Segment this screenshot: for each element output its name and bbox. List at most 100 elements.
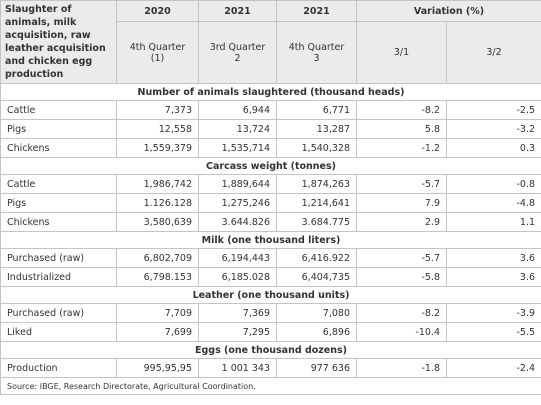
cell-value: 7,080: [276, 303, 357, 323]
cell-value: -2.5: [445, 100, 541, 120]
section-row: Leather (one thousand units): [0, 286, 541, 304]
cell-value: -2.4: [445, 358, 541, 378]
cell-value: -0.8: [445, 174, 541, 194]
cell-value: 3.6: [445, 267, 541, 287]
cell-value: -5.7: [356, 248, 447, 268]
cell-value: 3.6: [445, 248, 541, 268]
data-row: Chickens 3,580,639 3.644.826 3.684.775 2.9 1.…: [0, 212, 541, 232]
row-label: Cattle: [0, 174, 117, 194]
cell-value: -8.2: [356, 303, 447, 323]
cell-value: 3,580,639: [116, 212, 199, 232]
section-title: Eggs (one thousand dozens): [0, 341, 541, 359]
cell-value: 1,214,641: [276, 193, 357, 213]
cell-value: 6,416.922: [276, 248, 357, 268]
row-label: Industrialized: [0, 267, 117, 287]
row-label: Cattle: [0, 100, 117, 120]
row-label: Purchased (raw): [0, 248, 117, 268]
header-line: (1): [150, 52, 165, 64]
variation-header: Variation (%): [355, 0, 541, 23]
period-header: 4th Quarter 3: [276, 21, 357, 84]
cell-value: 6,404,735: [276, 267, 357, 287]
header-row: 4th Quarter (1) 3rd Quarter 2 4th Quarter 3 3/…: [1, 21, 541, 84]
cell-value: 5.8: [356, 119, 447, 139]
row-label: Production: [0, 358, 117, 378]
cell-value: 1,535,714: [198, 138, 277, 158]
data-row: Pigs 12,558 13,724 13,287 5.8 -3.2: [0, 119, 541, 139]
row-label: Chickens: [0, 138, 117, 158]
cell-value: 1,275,246: [198, 193, 277, 213]
header-title: Slaughter of animals, milk acquisition, …: [0, 0, 117, 84]
cell-value: -3.9: [445, 303, 541, 323]
cell-value: 1,986,742: [116, 174, 199, 194]
cell-value: 3.684.775: [276, 212, 357, 232]
row-label: Pigs: [0, 193, 117, 213]
section-row: Carcass weight (tonnes): [0, 157, 541, 175]
header-row: Slaughter of animals, milk acquisition, …: [0, 0, 541, 84]
row-label: Purchased (raw): [0, 303, 117, 323]
cell-value: -1.2: [356, 138, 447, 158]
cell-value: -5.5: [445, 322, 541, 342]
cell-value: 1.126.128: [116, 193, 199, 213]
cell-value: -1.8: [356, 358, 447, 378]
section-title: Number of animals slaughtered (thousand …: [0, 83, 541, 101]
section-title: Carcass weight (tonnes): [0, 157, 541, 175]
cell-value: -5.8: [356, 267, 447, 287]
header-line: 4th Quarter: [129, 41, 186, 53]
cell-value: 1,540,328: [276, 138, 357, 158]
cell-value: 0.3: [445, 138, 541, 158]
data-row: Cattle 1,986,742 1,889,644 1,874,263 -5.7 -0.…: [0, 174, 541, 194]
data-row: Chickens 1,559,379 1,535,714 1,540,328 -1.2 0…: [0, 138, 541, 158]
data-row: Industrialized 6,798.153 6,185.028 6,404,73…: [0, 267, 541, 287]
cell-value: 6,896: [276, 322, 357, 342]
year-header: 2020: [116, 0, 199, 23]
cell-value: 7,709: [116, 303, 199, 323]
row-label: Liked: [0, 322, 117, 342]
header-line: 4th Quarter: [288, 41, 345, 53]
year-header: 2021: [276, 0, 357, 23]
cell-value: 977 636: [276, 358, 357, 378]
year-header: 2021: [198, 0, 277, 23]
period-header: 4th Quarter (1): [116, 21, 199, 84]
cell-value: 6,944: [198, 100, 277, 120]
cell-value: 1.1: [445, 212, 541, 232]
cell-value: 12,558: [116, 119, 199, 139]
cell-value: 7,699: [116, 322, 199, 342]
cell-value: 2.9: [356, 212, 447, 232]
cell-value: 7,373: [116, 100, 199, 120]
cell-value: 6,194,443: [198, 248, 277, 268]
cell-value: 1 001 343: [198, 358, 277, 378]
data-table: Slaughter of animals, milk acquisition, …: [0, 0, 541, 395]
section-row: Milk (one thousand liters): [0, 231, 541, 249]
row-label: Pigs: [0, 119, 117, 139]
data-row: Liked 7,699 7,295 6,896 -10.4 -5.5: [0, 322, 541, 342]
source-row: Source: IBGE, Research Directorate, Agri…: [0, 377, 541, 395]
cell-value: 3.644.826: [198, 212, 277, 232]
section-row: Number of animals slaughtered (thousand …: [0, 83, 541, 101]
cell-value: -8.2: [356, 100, 447, 120]
cell-value: 6,185.028: [198, 267, 277, 287]
data-row: Cattle 7,373 6,944 6,771 -8.2 -2.5: [0, 100, 541, 120]
cell-value: -4.8: [445, 193, 541, 213]
section-row: Eggs (one thousand dozens): [0, 341, 541, 359]
cell-value: 1,889,644: [198, 174, 277, 194]
cell-value: 1,559,379: [116, 138, 199, 158]
cell-value: 7.9: [356, 193, 447, 213]
header-line: 3rd Quarter: [209, 41, 266, 53]
cell-value: 13,287: [276, 119, 357, 139]
cell-value: -3.2: [445, 119, 541, 139]
cell-value: 7,369: [198, 303, 277, 323]
cell-value: 1,874,263: [276, 174, 357, 194]
source-note: Source: IBGE, Research Directorate, Agri…: [0, 377, 541, 395]
cell-value: 6,771: [276, 100, 357, 120]
data-row: Pigs 1.126.128 1,275,246 1,214,641 7.9 -4.8: [0, 193, 541, 213]
header-line: 3: [313, 52, 320, 64]
ratio-header: 3/2: [445, 21, 541, 84]
data-row: Purchased (raw) 6,802,709 6,194,443 6,416.9…: [0, 248, 541, 268]
data-row: Purchased (raw) 7,709 7,369 7,080 -8.2 -3.9: [0, 303, 541, 323]
data-row: Production 995,95,95 1 001 343 977 636 -1.8-…: [0, 358, 541, 378]
cell-value: 6,798.153: [116, 267, 199, 287]
cell-value: 6,802,709: [116, 248, 199, 268]
cell-value: -5.7: [356, 174, 447, 194]
section-title: Leather (one thousand units): [0, 286, 541, 304]
